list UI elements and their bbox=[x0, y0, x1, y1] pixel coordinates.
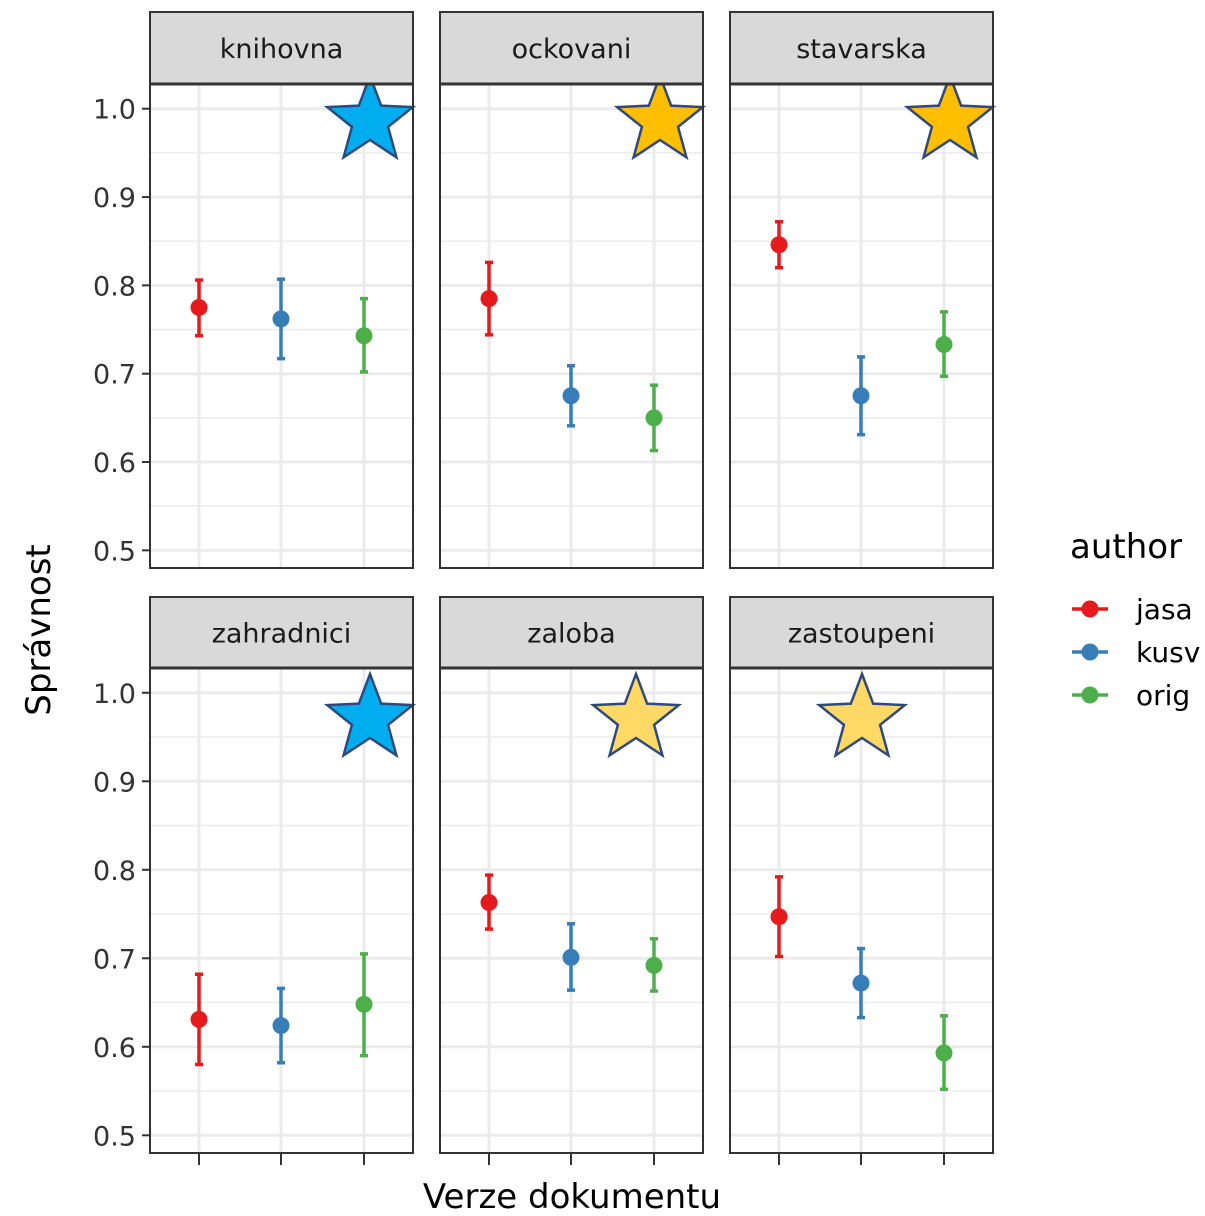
legend-label: kusv bbox=[1136, 636, 1200, 669]
point-stavarska-orig bbox=[935, 310, 953, 379]
legend-key-point bbox=[1081, 600, 1099, 618]
panel-knihovna: knihovna 0.5 0.6 0.7 0.8 0.9 1.0 bbox=[93, 11, 417, 569]
legend-label: jasa bbox=[1135, 593, 1193, 626]
point-zastoupeni-jasa bbox=[770, 875, 788, 959]
point-zaloba-orig bbox=[645, 937, 663, 993]
y-tick-label: 0.5 bbox=[93, 1121, 136, 1152]
y-tick-label: 1.0 bbox=[93, 95, 136, 126]
y-tick-label: 0.8 bbox=[93, 856, 136, 887]
panel-ockovani: ockovani bbox=[439, 11, 707, 569]
y-tick-label: 0.9 bbox=[93, 183, 136, 214]
data-point bbox=[272, 1017, 290, 1035]
point-knihovna-orig bbox=[355, 296, 373, 374]
data-point bbox=[852, 974, 870, 992]
legend-title: author bbox=[1070, 527, 1182, 567]
point-zastoupeni-kusv bbox=[852, 946, 870, 1020]
strip-background bbox=[729, 596, 994, 669]
data-point bbox=[852, 387, 870, 405]
data-point bbox=[190, 1010, 208, 1028]
y-tick-label: 0.8 bbox=[93, 271, 136, 302]
point-zaloba-kusv bbox=[562, 922, 580, 992]
data-point bbox=[770, 236, 788, 254]
data-point bbox=[480, 894, 498, 912]
data-point bbox=[935, 1044, 953, 1062]
y-tick-label: 0.6 bbox=[93, 1033, 136, 1064]
panel-zastoupeni: zastoupeni bbox=[729, 596, 994, 1165]
strip-background bbox=[439, 596, 704, 669]
point-ockovani-kusv bbox=[562, 363, 580, 428]
y-tick-label: 0.6 bbox=[93, 448, 136, 479]
y-tick-label: 0.5 bbox=[93, 536, 136, 567]
data-point bbox=[355, 327, 373, 345]
point-zaloba-jasa bbox=[480, 873, 498, 931]
data-point bbox=[645, 956, 663, 974]
panel-zahradnici: zahradnici 0.5 0.6 0.7 0.8 0.9 1.0 bbox=[93, 596, 417, 1165]
legend-item-orig: orig bbox=[1072, 679, 1190, 712]
data-point bbox=[562, 387, 580, 405]
panel-stavarska: stavarska bbox=[729, 11, 997, 569]
x-axis-title: Verze dokumentu bbox=[423, 1177, 721, 1216]
legend-key-point bbox=[1081, 643, 1099, 661]
point-zahradnici-jasa bbox=[190, 972, 208, 1067]
point-zahradnici-kusv bbox=[272, 986, 290, 1065]
strip-label: zastoupeni bbox=[788, 619, 935, 650]
strip-label: knihovna bbox=[220, 34, 344, 65]
legend-label: orig bbox=[1136, 679, 1190, 712]
point-zastoupeni-orig bbox=[935, 1014, 953, 1092]
star-marker bbox=[323, 670, 417, 759]
strip-label: zahradnici bbox=[212, 619, 352, 650]
point-stavarska-jasa bbox=[770, 220, 788, 270]
strip-label: stavarska bbox=[796, 34, 927, 65]
strip-background bbox=[729, 11, 994, 85]
data-point bbox=[480, 290, 498, 308]
point-zahradnici-orig bbox=[355, 952, 373, 1058]
legend-item-kusv: kusv bbox=[1072, 636, 1200, 669]
data-point bbox=[190, 298, 208, 316]
point-knihovna-jasa bbox=[190, 278, 208, 338]
y-tick-label: 1.0 bbox=[93, 679, 136, 710]
strip-label: zaloba bbox=[527, 619, 615, 650]
strip-background bbox=[439, 11, 704, 85]
legend-key-point bbox=[1081, 686, 1099, 704]
data-point bbox=[935, 336, 953, 354]
y-tick-label: 0.7 bbox=[93, 944, 136, 975]
star-marker bbox=[613, 72, 707, 161]
data-point bbox=[562, 948, 580, 966]
y-tick-label: 0.9 bbox=[93, 767, 136, 798]
star-marker bbox=[589, 670, 683, 759]
legend: author jasa kusv orig bbox=[1070, 527, 1200, 712]
point-ockovani-orig bbox=[645, 383, 663, 453]
star-marker bbox=[323, 72, 417, 161]
panels-layer: knihovna 0.5 0.6 0.7 0.8 0.9 1.0 ockovani stavar… bbox=[93, 11, 997, 1165]
legend-item-jasa: jasa bbox=[1072, 593, 1193, 626]
panel-zaloba: zaloba bbox=[439, 596, 704, 1165]
star-marker bbox=[903, 72, 997, 161]
point-ockovani-jasa bbox=[480, 260, 498, 337]
data-point bbox=[770, 908, 788, 926]
star-marker bbox=[815, 670, 909, 759]
strip-label: ockovani bbox=[512, 34, 632, 65]
data-point bbox=[272, 310, 290, 328]
data-point bbox=[355, 995, 373, 1013]
point-stavarska-kusv bbox=[852, 355, 870, 437]
y-tick-label: 0.7 bbox=[93, 360, 136, 391]
y-axis-title: Správnost bbox=[19, 544, 59, 716]
data-point bbox=[645, 409, 663, 427]
point-knihovna-kusv bbox=[272, 277, 290, 361]
